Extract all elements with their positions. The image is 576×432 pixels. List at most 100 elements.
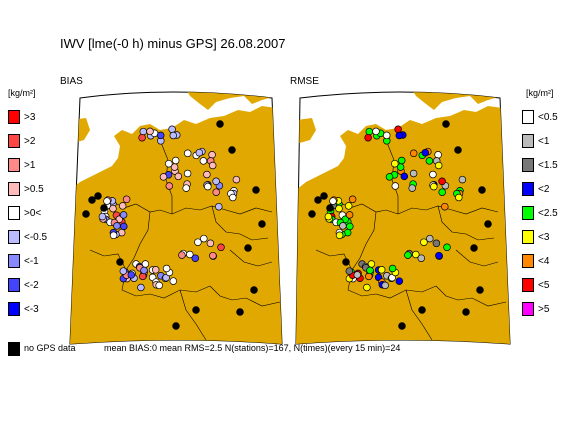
rmse-station-marker bbox=[409, 169, 418, 178]
rmse-station-marker bbox=[434, 161, 443, 170]
bias-nodata-marker bbox=[228, 146, 236, 154]
rmse-legend-swatch bbox=[522, 230, 534, 244]
rmse-nodata-marker bbox=[320, 192, 328, 200]
bias-nodata-marker bbox=[252, 186, 260, 194]
rmse-legend-label: <3 bbox=[538, 232, 550, 243]
rmse-legend-label: <5 bbox=[538, 280, 550, 291]
rmse-station-marker bbox=[335, 231, 344, 240]
rmse-station-marker bbox=[345, 211, 354, 219]
bias-station-marker bbox=[109, 204, 117, 213]
bias-station-marker bbox=[174, 172, 183, 181]
rmse-map-panel bbox=[295, 91, 511, 345]
rmse-land-uk bbox=[296, 118, 316, 144]
bias-legend-swatch bbox=[8, 134, 20, 148]
rmse-nodata-marker bbox=[478, 186, 486, 194]
bias-land-mass bbox=[70, 104, 282, 344]
bias-legend-swatch bbox=[8, 230, 20, 244]
bias-nodata-marker bbox=[100, 204, 108, 212]
rmse-land-mass bbox=[296, 104, 510, 344]
bias-station-marker bbox=[119, 211, 128, 219]
bias-nodata-marker bbox=[244, 244, 252, 252]
rmse-unit-label: [kg/m²] bbox=[526, 88, 554, 98]
rmse-station-marker bbox=[438, 188, 446, 196]
rmse-station-marker bbox=[426, 234, 434, 243]
rmse-legend-swatch bbox=[522, 134, 534, 148]
rmse-station-marker bbox=[404, 251, 412, 259]
rmse-legend-item: >5 bbox=[522, 302, 576, 318]
bias-station-marker bbox=[137, 283, 145, 292]
rmse-station-marker bbox=[335, 204, 343, 213]
bias-legend-label: <-1 bbox=[24, 256, 39, 267]
bias-station-marker bbox=[195, 148, 204, 157]
bias-station-marker bbox=[199, 157, 208, 165]
rmse-legend-item: <1.5 bbox=[522, 158, 576, 174]
bias-station-marker bbox=[156, 131, 165, 140]
bias-station-marker bbox=[232, 175, 241, 184]
rmse-legend-item: <5 bbox=[522, 278, 576, 294]
rmse-station-marker bbox=[365, 272, 373, 281]
rmse-station-marker bbox=[432, 239, 441, 248]
rmse-station-marker bbox=[458, 175, 467, 184]
rmse-legend-label: <0.5 bbox=[538, 112, 558, 123]
rmse-station-marker bbox=[365, 127, 374, 136]
rmse-station-marker bbox=[385, 173, 394, 181]
bias-station-marker bbox=[229, 193, 237, 202]
bias-station-marker bbox=[194, 238, 202, 246]
rmse-station-marker bbox=[344, 202, 353, 210]
bias-station-markers bbox=[82, 120, 266, 330]
rmse-nodata-marker bbox=[484, 220, 492, 228]
bias-legend-item: >0.5 bbox=[8, 182, 68, 198]
rmse-station-marker bbox=[391, 182, 400, 190]
rmse-station-marker bbox=[397, 156, 406, 165]
bias-legend-swatch bbox=[8, 110, 20, 124]
rmse-nodata-marker bbox=[442, 120, 450, 128]
rmse-station-marker bbox=[395, 277, 404, 285]
rmse-station-marker bbox=[366, 266, 374, 275]
bias-station-marker bbox=[162, 264, 171, 273]
bias-legend-item: >3 bbox=[8, 110, 68, 126]
bias-station-marker bbox=[155, 281, 163, 290]
rmse-nodata-marker bbox=[476, 286, 484, 294]
rmse-station-marker bbox=[388, 264, 397, 273]
no-gps-swatch bbox=[8, 342, 20, 356]
bias-legend-item: >1 bbox=[8, 158, 68, 174]
bias-legend-label: <-2 bbox=[24, 280, 39, 291]
rmse-station-marker bbox=[438, 177, 446, 186]
bias-station-marker bbox=[178, 251, 186, 259]
rmse-station-marker bbox=[346, 222, 354, 231]
bias-station-marker bbox=[165, 159, 173, 168]
rmse-station-marker bbox=[339, 222, 347, 230]
bias-station-marker bbox=[206, 239, 215, 248]
rmse-legend-swatch bbox=[522, 182, 534, 196]
bias-station-marker bbox=[151, 266, 160, 274]
rmse-station-markers bbox=[308, 120, 492, 330]
bias-station-marker bbox=[217, 243, 225, 252]
bias-station-marker bbox=[203, 170, 211, 179]
bias-legend-label: >0.5 bbox=[24, 184, 44, 195]
bias-legend-swatch bbox=[8, 254, 20, 268]
rmse-legend-item: <0.5 bbox=[522, 110, 576, 126]
bias-nodata-marker bbox=[82, 210, 90, 218]
rmse-station-marker bbox=[345, 267, 354, 275]
bias-nodata-marker bbox=[250, 286, 258, 294]
rmse-legend-item: <2.5 bbox=[522, 206, 576, 222]
bias-legend-label: >1 bbox=[24, 160, 36, 171]
bias-station-marker bbox=[122, 195, 131, 204]
rmse-nodata-marker bbox=[418, 306, 426, 314]
bias-legend-item: <-2 bbox=[8, 278, 68, 294]
rmse-station-marker bbox=[425, 157, 434, 165]
rmse-nodata-marker bbox=[314, 196, 322, 204]
bias-station-marker bbox=[162, 273, 170, 282]
bias-station-marker bbox=[119, 267, 128, 275]
bias-legend-item: >0< bbox=[8, 206, 68, 222]
bias-station-marker bbox=[146, 127, 154, 136]
bias-station-marker bbox=[182, 184, 190, 192]
rmse-legend-swatch bbox=[522, 158, 534, 172]
rmse-station-marker bbox=[363, 283, 371, 292]
bias-station-marker bbox=[208, 151, 216, 159]
bias-unit-label: [kg/m²] bbox=[8, 88, 36, 98]
bias-nodata-marker bbox=[258, 220, 266, 228]
bias-legend-swatch bbox=[8, 278, 20, 292]
bias-station-marker bbox=[212, 177, 220, 186]
